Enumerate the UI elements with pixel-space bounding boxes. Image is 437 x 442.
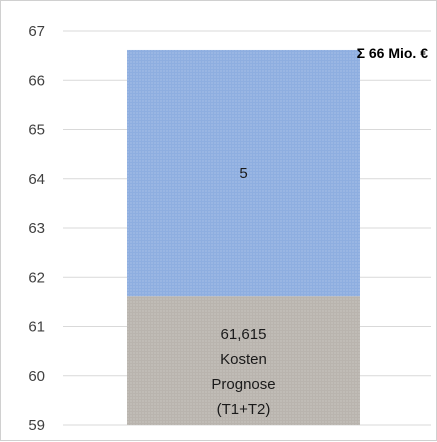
bar-segment-texture [127,296,360,425]
y-tick-label: 63 [28,220,45,237]
y-tick-label: 67 [28,23,45,40]
data-labels: 61,615 Kosten Prognose (T1+T2) 5 Σ 66 Mio. € [211,45,428,418]
total-label: Σ 66 Mio. € [357,45,429,61]
y-tick-label: 60 [28,368,45,385]
data-label-value: 5 [239,165,247,182]
data-label-text: Kosten [220,351,267,368]
data-label-text: Prognose [211,376,275,393]
data-label-text: (T1+T2) [217,401,271,418]
y-tick-label: 62 [28,269,45,286]
data-label-value: 61,615 [221,326,267,343]
bar-segment-texture [127,49,360,297]
y-tick-label: 61 [28,319,45,336]
bar-segments [127,49,360,425]
y-axis-tick-labels: 59 60 61 62 63 64 65 66 67 [28,23,45,434]
y-tick-label: 65 [28,122,45,139]
y-tick-label: 64 [28,171,45,188]
y-tick-label: 59 [28,417,45,434]
y-tick-label: 66 [28,72,45,89]
